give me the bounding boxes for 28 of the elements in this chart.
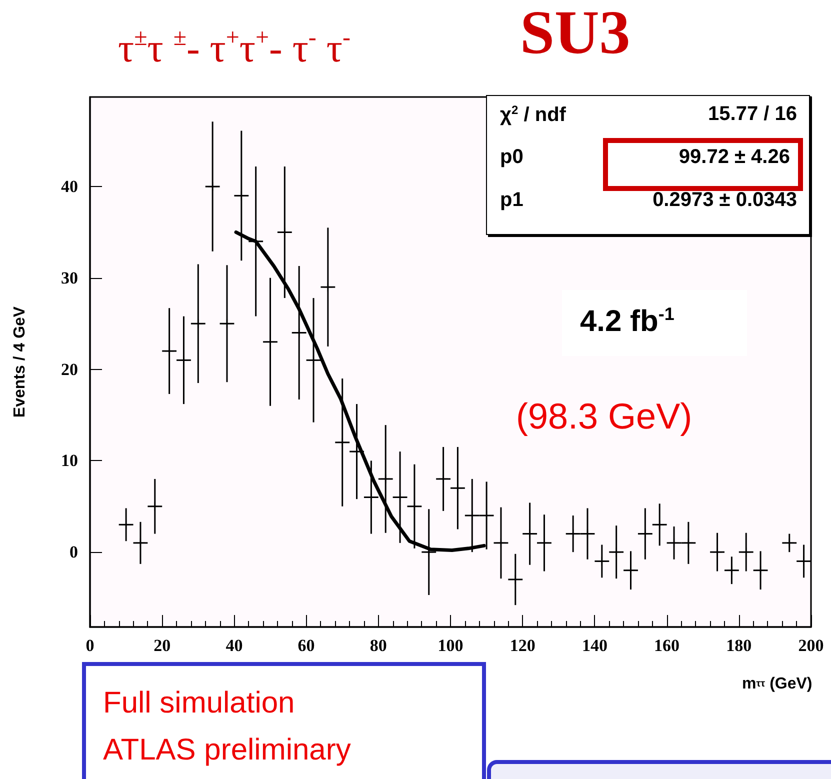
annotation: 0.2973 ± 0.0343 — [652, 189, 797, 211]
annotation: p1 — [500, 189, 524, 211]
x-tick-label: 0 — [86, 636, 94, 655]
x-axis-title: mττ (GeV) — [742, 676, 812, 692]
y-tick-label: 20 — [61, 360, 78, 379]
x-tick-label: 80 — [370, 636, 387, 655]
x-tick-label: 100 — [438, 636, 464, 655]
x-tick-label: 160 — [654, 636, 680, 655]
annotation: 15.77 / 16 — [708, 103, 797, 125]
y-tick-label: 0 — [70, 542, 78, 562]
y-tick-label: 10 — [61, 451, 78, 470]
y-axis-title: Events / 4 GeV — [12, 306, 28, 418]
annotation: 99.72 ± 4.26 — [678, 146, 790, 168]
x-tick-label: 20 — [154, 636, 171, 655]
x-tick-label: 180 — [726, 636, 752, 655]
y-tick-label: 30 — [61, 268, 78, 288]
y-tick-label: 40 — [61, 177, 78, 196]
text: Full simulation — [103, 686, 295, 720]
annotation: p0 — [500, 146, 524, 168]
text: ATLAS preliminary — [103, 734, 351, 766]
annotation: (98.3 GeV) — [516, 396, 692, 436]
chart-title: τ±τ ±- τ+τ+- τ- τ- — [118, 25, 350, 70]
x-tick-label: 140 — [582, 636, 608, 655]
x-tick-label: 200 — [798, 636, 824, 655]
x-tick-label: 120 — [510, 636, 536, 655]
text: SU3 — [520, 0, 630, 67]
x-tick-label: 60 — [298, 636, 315, 655]
x-tick-label: 40 — [226, 636, 243, 655]
